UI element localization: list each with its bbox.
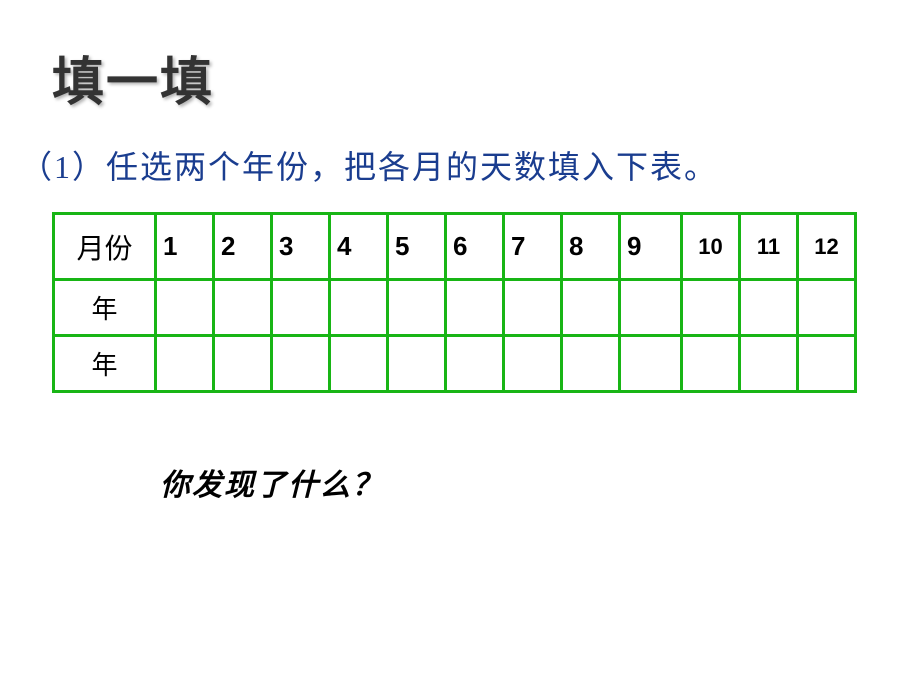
- month-header-10: 10: [682, 214, 740, 280]
- header-row: 月份 1 2 3 4 5 6 7 8 9 10 11 12: [54, 214, 856, 280]
- months-table-container: 月份 1 2 3 4 5 6 7 8 9 10 11 12 年: [52, 212, 857, 393]
- cell-y2-m12: [798, 336, 856, 392]
- question-text: 你发现了什么？: [160, 460, 384, 504]
- cell-y2-m7: [504, 336, 562, 392]
- cell-y2-m9: [620, 336, 682, 392]
- cell-y1-m3: [272, 280, 330, 336]
- cell-y1-m1: [156, 280, 214, 336]
- cell-y1-m8: [562, 280, 620, 336]
- cell-y2-m11: [740, 336, 798, 392]
- cell-y1-m9: [620, 280, 682, 336]
- cell-y2-m1: [156, 336, 214, 392]
- month-header-7: 7: [504, 214, 562, 280]
- cell-y2-m6: [446, 336, 504, 392]
- months-table: 月份 1 2 3 4 5 6 7 8 9 10 11 12 年: [52, 212, 857, 393]
- month-header-12: 12: [798, 214, 856, 280]
- cell-y1-m4: [330, 280, 388, 336]
- month-header-2: 2: [214, 214, 272, 280]
- cell-y2-m5: [388, 336, 446, 392]
- month-header-5: 5: [388, 214, 446, 280]
- month-header-1: 1: [156, 214, 214, 280]
- month-header-6: 6: [446, 214, 504, 280]
- month-header-8: 8: [562, 214, 620, 280]
- year-row-2: 年: [54, 336, 856, 392]
- year-label-2: 年: [54, 336, 156, 392]
- cell-y1-m5: [388, 280, 446, 336]
- month-label-cell: 月份: [54, 214, 156, 280]
- cell-y1-m11: [740, 280, 798, 336]
- cell-y2-m8: [562, 336, 620, 392]
- year-row-1: 年: [54, 280, 856, 336]
- cell-y1-m10: [682, 280, 740, 336]
- page-title: 填一填: [52, 40, 214, 115]
- month-header-3: 3: [272, 214, 330, 280]
- month-header-9: 9: [620, 214, 682, 280]
- instruction-text: （1）任选两个年份，把各月的天数填入下表。: [20, 142, 718, 188]
- cell-y1-m2: [214, 280, 272, 336]
- month-header-11: 11: [740, 214, 798, 280]
- cell-y2-m4: [330, 336, 388, 392]
- cell-y1-m6: [446, 280, 504, 336]
- month-header-4: 4: [330, 214, 388, 280]
- year-label-1: 年: [54, 280, 156, 336]
- cell-y2-m2: [214, 336, 272, 392]
- cell-y1-m12: [798, 280, 856, 336]
- cell-y2-m3: [272, 336, 330, 392]
- cell-y2-m10: [682, 336, 740, 392]
- cell-y1-m7: [504, 280, 562, 336]
